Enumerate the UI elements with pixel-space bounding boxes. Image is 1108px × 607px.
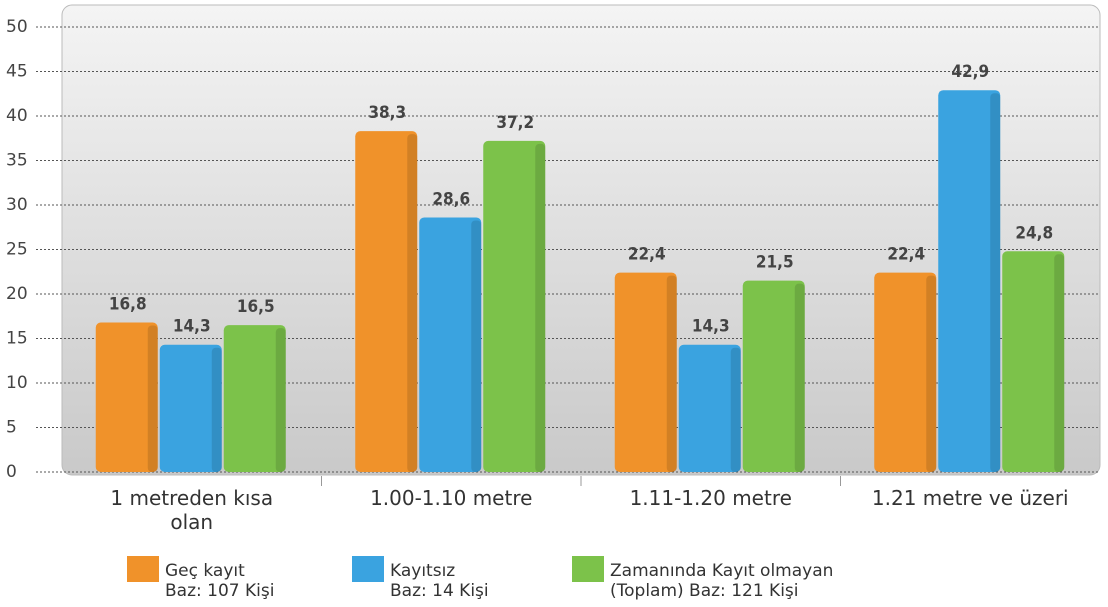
value-label: 14,3 bbox=[692, 317, 730, 337]
bar bbox=[95, 322, 158, 472]
bar bbox=[614, 272, 677, 472]
legend-label: Kayıtsız Baz: 14 Kişi bbox=[390, 561, 489, 601]
y-tick-label: 0 bbox=[6, 462, 17, 482]
value-label: 24,8 bbox=[1015, 223, 1053, 243]
bar-shade bbox=[471, 220, 482, 472]
legend-swatch bbox=[127, 556, 159, 582]
bar bbox=[483, 140, 546, 473]
x-tick-label: 1.21 metre ve üzeri bbox=[871, 486, 1069, 510]
bar bbox=[938, 90, 1001, 472]
legend-swatch bbox=[352, 556, 384, 582]
value-label: 37,2 bbox=[496, 113, 534, 133]
bar-shade bbox=[211, 347, 222, 472]
bar-shade bbox=[407, 134, 418, 472]
legend-label: Zamanında Kayıt olmayan (Toplam) Baz: 12… bbox=[610, 561, 834, 601]
y-tick-label: 50 bbox=[6, 17, 28, 37]
bar bbox=[1002, 251, 1065, 472]
value-label: 14,3 bbox=[173, 317, 211, 337]
x-tick-label: 1.11-1.20 metre bbox=[629, 486, 792, 510]
y-tick-label: 20 bbox=[6, 284, 28, 304]
y-tick-label: 45 bbox=[6, 62, 28, 82]
value-label: 22,4 bbox=[887, 245, 925, 265]
bar-shade bbox=[730, 347, 741, 472]
value-label: 21,5 bbox=[756, 253, 794, 273]
value-label: 16,8 bbox=[109, 294, 147, 314]
y-tick-label: 10 bbox=[6, 373, 28, 393]
bar bbox=[223, 325, 286, 472]
y-tick-label: 40 bbox=[6, 106, 28, 126]
bar-shade bbox=[535, 143, 546, 473]
bar-shade bbox=[1054, 254, 1065, 472]
bar-shade bbox=[794, 283, 805, 472]
bar bbox=[874, 272, 937, 472]
x-tick-label: 1 metreden kısa olan bbox=[110, 486, 274, 534]
value-label: 28,6 bbox=[432, 189, 470, 209]
bar-shade bbox=[147, 325, 158, 472]
bar-shade bbox=[275, 328, 286, 472]
y-tick-label: 5 bbox=[6, 418, 17, 438]
bar-shade bbox=[926, 275, 937, 472]
bar bbox=[159, 344, 222, 472]
legend-swatch bbox=[572, 556, 604, 582]
value-label: 42,9 bbox=[951, 62, 989, 82]
value-label: 22,4 bbox=[628, 245, 666, 265]
bar bbox=[678, 344, 741, 472]
bar-shade bbox=[666, 275, 677, 472]
y-tick-label: 30 bbox=[6, 195, 28, 215]
y-tick-label: 15 bbox=[6, 329, 28, 349]
bar-shade bbox=[990, 93, 1001, 472]
x-tick-label: 1.00-1.10 metre bbox=[370, 486, 533, 510]
bar bbox=[355, 131, 418, 472]
plot-background bbox=[61, 4, 1101, 476]
y-tick-label: 35 bbox=[6, 151, 28, 171]
value-label: 16,5 bbox=[237, 297, 275, 317]
bar bbox=[419, 217, 482, 472]
bar bbox=[742, 280, 805, 472]
y-tick-label: 25 bbox=[6, 240, 28, 260]
legend-label: Geç kayıt Baz: 107 Kişi bbox=[165, 561, 275, 601]
value-label: 38,3 bbox=[368, 103, 406, 123]
